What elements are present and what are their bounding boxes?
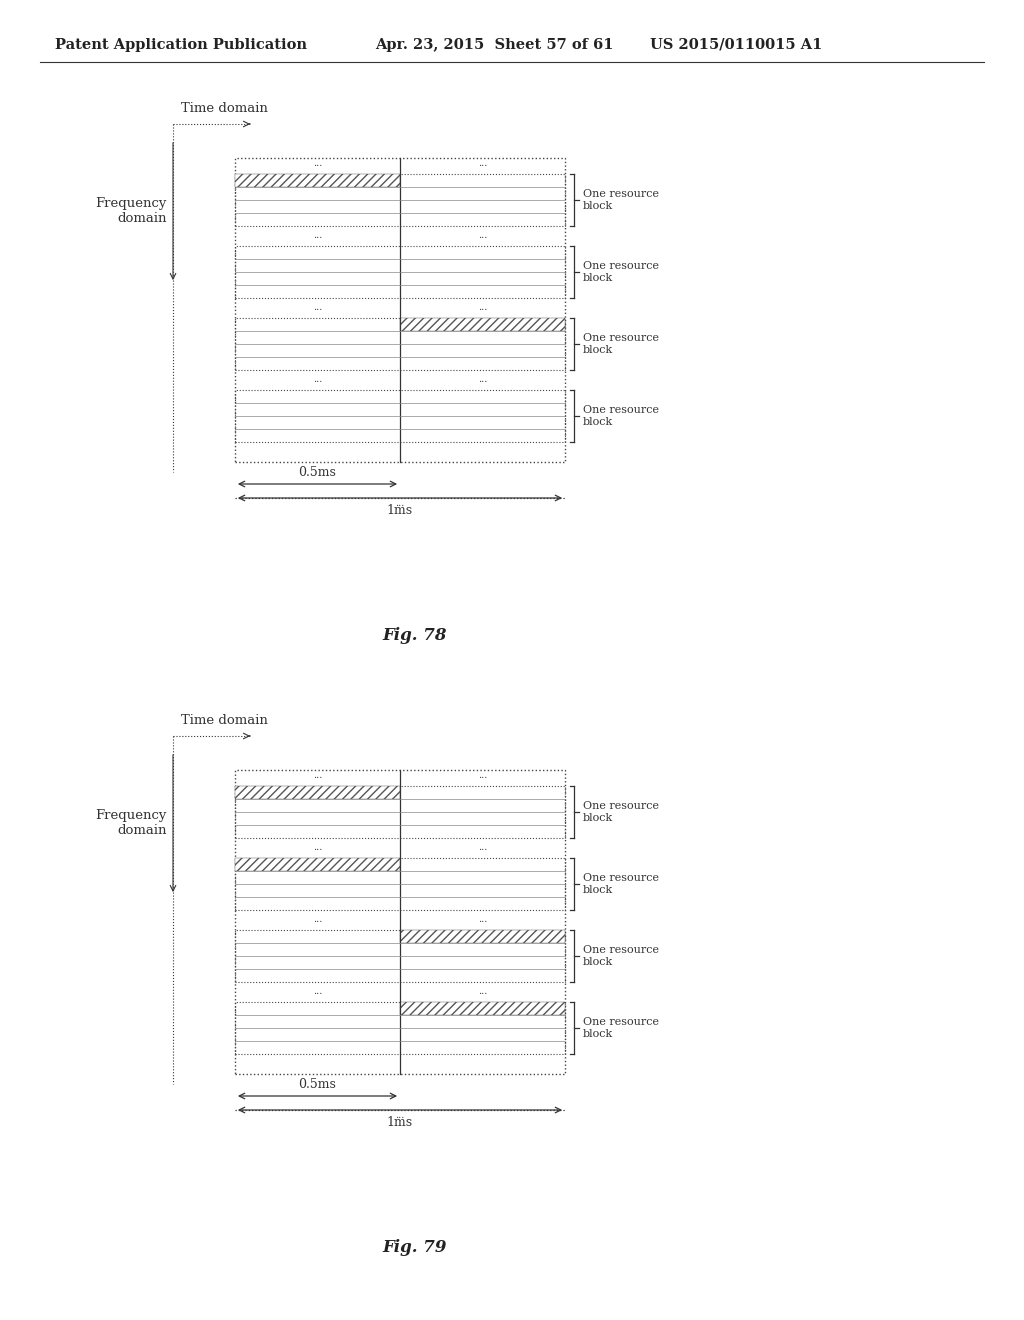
Text: ...: ... [478,304,487,313]
Text: One resource
block: One resource block [583,945,659,966]
Text: One resource
block: One resource block [583,1018,659,1039]
Text: Fig. 78: Fig. 78 [383,627,447,644]
Text: Patent Application Publication: Patent Application Publication [55,38,307,51]
Text: ...: ... [395,499,404,508]
Text: ...: ... [312,304,323,313]
Text: ...: ... [312,160,323,169]
Bar [234,389,565,442]
Bar [234,1002,565,1053]
Text: ...: ... [312,843,323,853]
Bar [234,158,565,462]
Text: ...: ... [478,771,487,780]
Text: ...: ... [478,843,487,853]
Text: ...: ... [312,231,323,240]
Text: One resource
block: One resource block [583,801,659,822]
Text: 1ms: 1ms [387,1117,413,1130]
Bar [234,174,565,226]
Text: 1ms: 1ms [387,504,413,517]
Bar [400,931,565,942]
Bar [234,785,565,838]
Text: ...: ... [478,375,487,384]
Text: US 2015/0110015 A1: US 2015/0110015 A1 [650,38,822,51]
Text: One resource
block: One resource block [583,189,659,211]
Text: 0.5ms: 0.5ms [299,466,337,479]
Text: One resource
block: One resource block [583,261,659,282]
Text: ...: ... [312,375,323,384]
Text: ...: ... [395,1111,404,1121]
Bar [234,174,400,187]
Bar [234,858,400,871]
Text: Frequency
domain: Frequency domain [95,198,167,226]
Text: Time domain: Time domain [181,714,268,727]
Bar [234,246,565,298]
Text: Fig. 79: Fig. 79 [383,1239,447,1257]
Bar [400,1002,565,1015]
Text: Apr. 23, 2015  Sheet 57 of 61: Apr. 23, 2015 Sheet 57 of 61 [375,38,613,51]
Text: ...: ... [478,987,487,997]
Bar [234,318,565,370]
Text: One resource
block: One resource block [583,405,659,426]
Text: ...: ... [478,160,487,169]
Text: ...: ... [478,231,487,240]
Bar [234,770,565,1074]
Text: Frequency
domain: Frequency domain [95,809,167,837]
Text: One resource
block: One resource block [583,333,659,355]
Text: One resource
block: One resource block [583,874,659,895]
Text: 0.5ms: 0.5ms [299,1078,337,1092]
Text: ...: ... [312,771,323,780]
Text: ...: ... [478,916,487,924]
Bar [234,785,400,799]
Bar [234,858,565,909]
Text: ...: ... [312,987,323,997]
Text: ...: ... [312,916,323,924]
Text: Time domain: Time domain [181,103,268,116]
Bar [234,931,565,982]
Bar [400,318,565,331]
